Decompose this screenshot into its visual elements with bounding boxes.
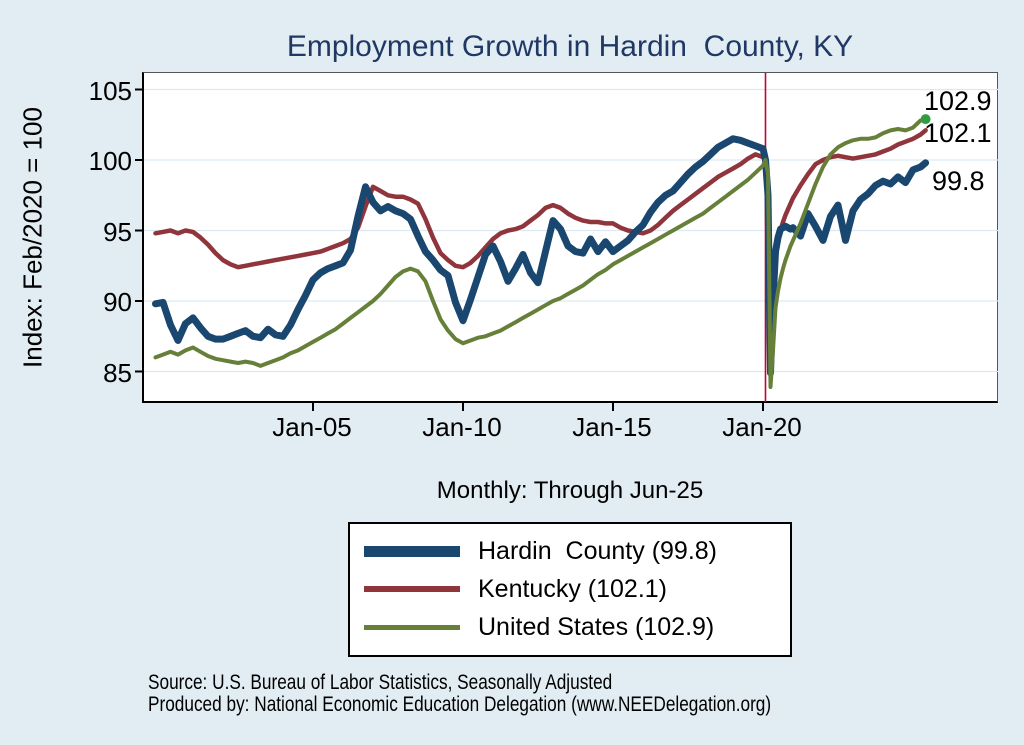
plot-area <box>135 72 998 411</box>
y-tick-label-85: 85 <box>103 358 132 388</box>
end-label-kentucky: 102.1 <box>924 118 992 148</box>
end-label-united-states: 102.9 <box>924 86 992 116</box>
legend-item-kentucky: Kentucky (102.1) <box>364 574 790 603</box>
produced-by-line: Produced by: National Economic Education… <box>148 693 772 716</box>
x-tick-label-jan10: Jan-10 <box>422 412 502 442</box>
legend: Hardin County (99.8) Kentucky (102.1) Un… <box>348 522 792 657</box>
x-tick-label-jan05: Jan-05 <box>272 412 352 442</box>
end-label-hardin-county: 99.8 <box>932 166 985 196</box>
hardin-county-line-swatch <box>364 545 460 557</box>
legend-label-united-states: United States (102.9) <box>478 613 715 642</box>
kentucky-line-swatch <box>364 586 460 593</box>
employment-line-chart <box>135 73 998 411</box>
y-tick-label-95: 95 <box>103 217 132 247</box>
united-states-line-swatch <box>364 625 460 631</box>
source-attribution-line: Source: U.S. Bureau of Labor Statistics,… <box>148 671 613 694</box>
legend-item-hardin-county: Hardin County (99.8) <box>364 536 790 565</box>
y-tick-label-105: 105 <box>88 76 132 106</box>
y-tick-label-90: 90 <box>103 287 132 317</box>
y-tick-label-100: 100 <box>88 146 132 176</box>
y-axis-title: Index: Feb/2020 = 100 <box>17 107 48 368</box>
x-tick-label-jan15: Jan-15 <box>572 412 652 442</box>
chart-subtitle: Monthly: Through Jun-25 <box>436 477 704 504</box>
legend-label-kentucky: Kentucky (102.1) <box>478 574 667 603</box>
legend-label-hardin-county: Hardin County (99.8) <box>478 536 718 565</box>
legend-item-united-states: United States (102.9) <box>364 615 790 640</box>
x-tick-label-jan20: Jan-20 <box>722 412 802 442</box>
chart-title: Employment Growth in Hardin County, KY <box>286 30 854 63</box>
